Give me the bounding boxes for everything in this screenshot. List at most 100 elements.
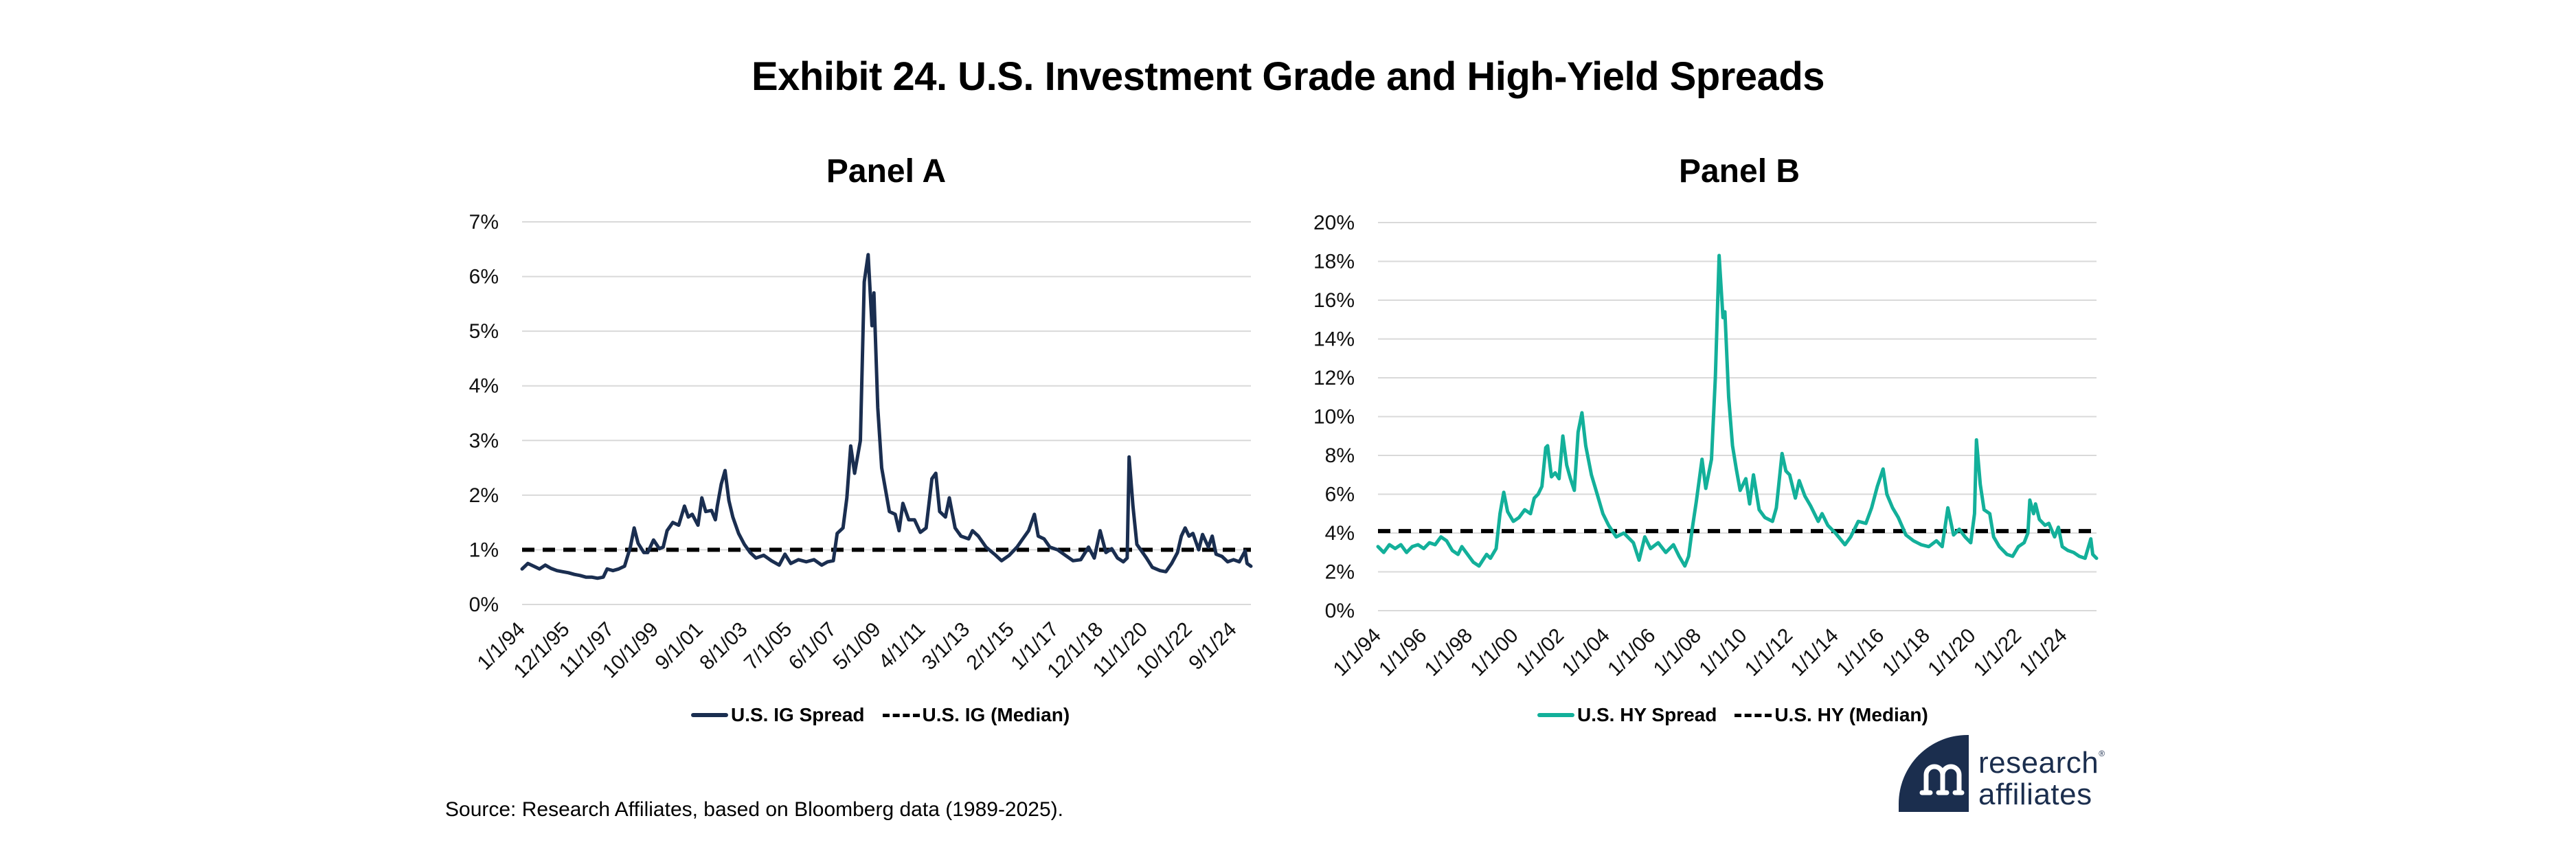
data-point — [1649, 547, 1652, 550]
y-tick-label: 2% — [1325, 561, 1355, 584]
data-point — [1691, 525, 1694, 529]
legend-label-ig-spread: U.S. IG Spread — [731, 704, 865, 725]
data-point — [959, 534, 962, 538]
data-point — [602, 576, 605, 579]
data-point — [804, 560, 808, 563]
y-tick-label: 5% — [469, 320, 499, 343]
y-tick-label: 6% — [469, 266, 499, 288]
data-point — [1439, 535, 1443, 539]
data-point — [1864, 521, 1868, 525]
data-point — [1664, 551, 1668, 554]
data-point — [697, 523, 700, 527]
data-point — [1683, 565, 1686, 568]
data-point — [1063, 554, 1067, 557]
data-point — [1015, 545, 1019, 549]
data-point — [1774, 506, 1778, 510]
data-point — [1803, 495, 1807, 498]
data-point — [930, 477, 934, 481]
data-point — [1243, 550, 1247, 553]
data-point — [1794, 497, 1797, 500]
data-point — [1569, 477, 1572, 480]
data-point — [1164, 570, 1168, 574]
legend-label-hy-median: U.S. HY (Median) — [1774, 704, 1928, 725]
data-point — [1580, 411, 1583, 414]
data-point — [2078, 554, 2081, 558]
data-point — [1656, 541, 1660, 545]
y-tick-label: 4% — [469, 375, 499, 398]
data-point — [977, 534, 980, 538]
data-point — [835, 532, 839, 535]
data-point — [1885, 493, 1888, 496]
data-point — [636, 541, 640, 545]
x-tick-label: 1/1/02 — [1512, 624, 1568, 681]
data-point — [925, 526, 928, 530]
legend-item-hy-median: U.S. HY (Median) — [1735, 704, 1928, 726]
data-point — [1197, 548, 1201, 552]
data-point — [1816, 520, 1820, 523]
data-point — [642, 551, 646, 554]
x-tick-label: 8/1/03 — [695, 618, 752, 675]
data-point — [2066, 549, 2070, 552]
data-point — [1471, 561, 1475, 564]
data-point — [1607, 523, 1610, 527]
data-point — [2011, 554, 2014, 558]
x-tick-label: 1/1/20 — [1923, 624, 1980, 681]
legend-swatch-ig-median — [882, 713, 920, 717]
data-point — [1875, 485, 1879, 488]
data-point — [1826, 523, 1829, 527]
data-point — [567, 571, 570, 574]
data-point — [710, 509, 713, 512]
data-point — [1093, 556, 1096, 560]
data-point — [859, 439, 862, 442]
data-point — [1125, 556, 1129, 560]
legend-item-ig-median: U.S. IG (Median) — [882, 704, 1070, 726]
data-point — [813, 558, 816, 561]
data-point — [1788, 473, 1792, 477]
logo-word-research: research — [1978, 746, 2099, 780]
legend-swatch-ig-spread — [691, 713, 728, 717]
data-point — [783, 552, 787, 556]
data-point — [1717, 254, 1721, 258]
data-point — [716, 504, 719, 508]
data-point — [1727, 396, 1730, 399]
data-point — [555, 569, 558, 572]
data-point — [849, 444, 852, 448]
data-point — [532, 565, 535, 568]
data-point — [1781, 452, 1784, 455]
data-point — [1072, 559, 1075, 563]
data-point — [1739, 488, 1742, 492]
data-point — [1771, 520, 1774, 523]
data-point — [2022, 541, 2026, 545]
data-point — [2037, 518, 2041, 521]
data-point — [2057, 525, 2060, 529]
y-tick-label: 12% — [1313, 367, 1355, 389]
data-point — [1104, 551, 1107, 554]
data-point — [1904, 533, 1908, 536]
source-note: Source: Research Affiliates, based on Bl… — [445, 798, 1063, 821]
data-point — [1870, 506, 1873, 510]
data-point — [1809, 504, 1812, 508]
data-point — [657, 547, 661, 550]
data-point — [743, 543, 746, 546]
data-point — [1687, 554, 1691, 558]
data-point — [731, 515, 734, 519]
y-tick-label: 8% — [1325, 444, 1355, 467]
data-point — [1000, 559, 1004, 563]
data-point — [749, 551, 752, 554]
x-tick-label: 1/1/04 — [1558, 624, 1614, 681]
data-point — [2028, 499, 2031, 502]
panel-b-plot: 0% 2% 4% 6% 8% 10% 12% 14% 16% 18% 20% 1/1/941/1/96… — [1313, 212, 2099, 681]
data-point — [1891, 506, 1895, 510]
data-point — [2044, 523, 2047, 527]
data-point — [727, 499, 731, 502]
x-tick-label: 1/1/00 — [1466, 624, 1522, 681]
panel-b-legend: U.S. HY Spread U.S. HY (Median) — [1537, 704, 1928, 726]
data-point — [1561, 434, 1565, 438]
data-point — [797, 558, 800, 561]
data-point — [2091, 553, 2094, 556]
data-point — [944, 515, 947, 519]
data-point — [967, 537, 971, 541]
x-tick-label: 1/1/96 — [1375, 624, 1431, 681]
data-point — [1399, 543, 1403, 547]
data-point — [1466, 553, 1469, 556]
